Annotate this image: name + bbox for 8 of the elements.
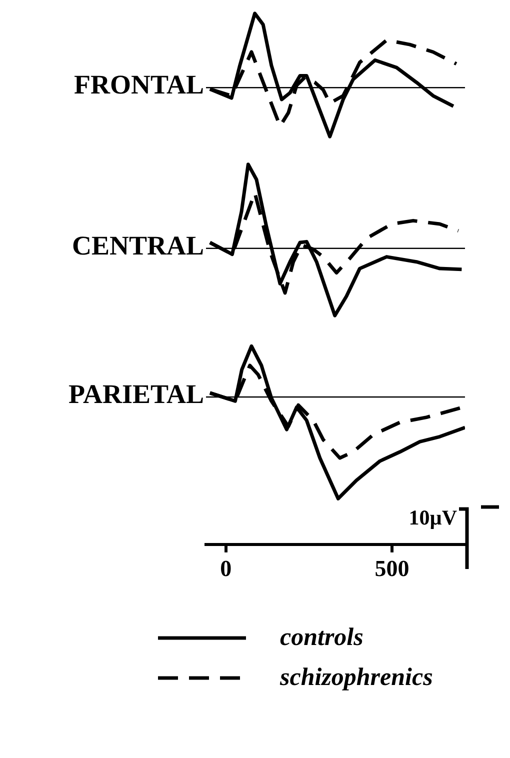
y-axis-title: CENTRAL [72, 230, 204, 260]
x-tick-label: 500 [374, 556, 410, 582]
legend-label: controls [280, 624, 364, 652]
y-axis-title: FRONTAL [74, 70, 204, 100]
y-axis-title: PARIETAL [68, 378, 204, 409]
x-tick-label: 0 [220, 556, 232, 582]
legend-label: schizophrenics [280, 664, 433, 692]
text: 10µV [408, 505, 457, 530]
